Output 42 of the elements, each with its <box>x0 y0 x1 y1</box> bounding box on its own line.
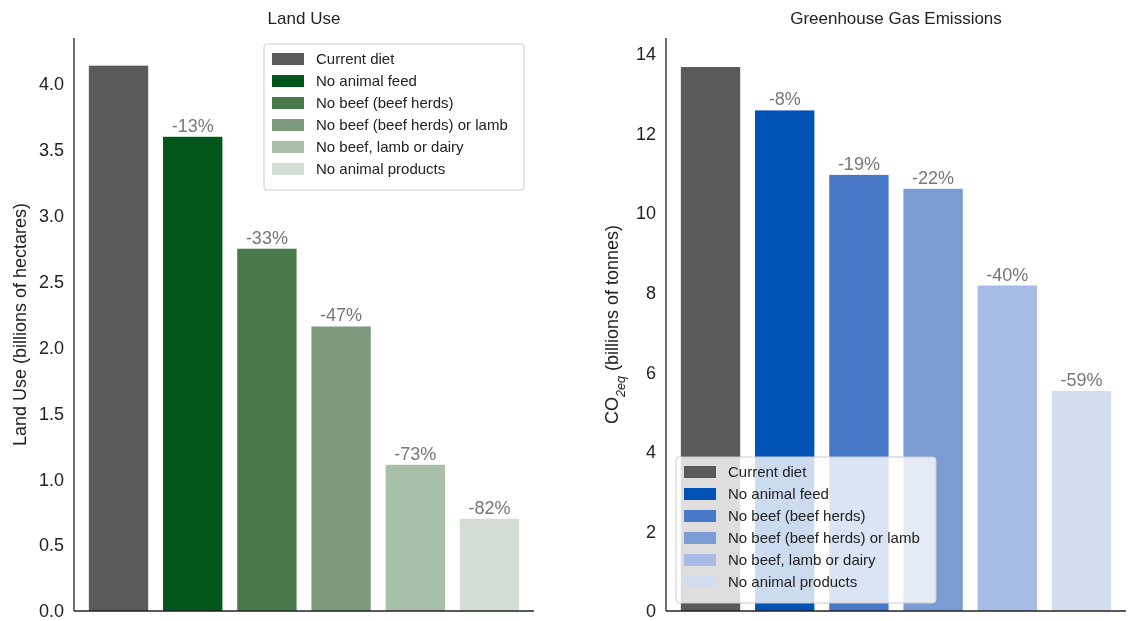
legend-label: No animal products <box>728 573 858 590</box>
legend-label: No beef (beef herds) <box>316 94 454 111</box>
legend-label: No beef, lamb or dairy <box>728 551 877 568</box>
y-tick-label: 4 <box>645 442 656 463</box>
y-tick-label: 2.0 <box>38 337 64 358</box>
legend-label: No beef (beef herds) or lamb <box>728 529 920 546</box>
annotation: -59% <box>1060 369 1103 390</box>
y-tick-label: 1.0 <box>38 469 64 490</box>
legend-label: No beef (beef herds) or lamb <box>316 116 508 133</box>
annotation: -19% <box>837 153 880 174</box>
annotation: -47% <box>320 305 363 326</box>
y-tick-label: 12 <box>635 123 656 144</box>
annotation: -40% <box>986 264 1029 285</box>
legend-label: Current diet <box>316 50 396 67</box>
y-tick-label: 14 <box>635 44 656 65</box>
annotation: -8% <box>768 89 801 110</box>
y-tick-label: 10 <box>635 203 656 224</box>
y-tick-label: 1.5 <box>38 403 64 424</box>
y-tick-label: 2.5 <box>38 271 64 292</box>
legend-label: No beef (beef herds) <box>728 507 866 524</box>
legend-label: No animal feed <box>316 72 417 89</box>
y-tick-label: 8 <box>645 282 656 303</box>
annotation: -73% <box>394 443 437 464</box>
annotation: -22% <box>912 167 955 188</box>
y-tick-label: 0 <box>645 601 656 621</box>
chart-title: Greenhouse Gas Emissions <box>790 9 1002 28</box>
legend-label: No animal feed <box>728 485 829 502</box>
y-tick-label: 2 <box>645 521 656 542</box>
legend-label: No beef, lamb or dairy <box>316 138 465 155</box>
y-tick-label: 0.5 <box>38 535 64 556</box>
y-tick-label: 0.0 <box>38 601 64 621</box>
legend-label: No animal products <box>316 160 446 177</box>
annotation: -13% <box>171 115 214 136</box>
chart-title: Land Use <box>267 9 341 28</box>
y-tick-label: 3.0 <box>38 206 64 227</box>
annotation: -33% <box>245 227 288 248</box>
y-tick-label: 3.5 <box>38 140 64 161</box>
legend-label: Current diet <box>728 463 808 480</box>
y-tick-label: 4.0 <box>38 74 64 95</box>
y-tick-label: 6 <box>645 362 656 383</box>
annotation: -82% <box>468 497 511 518</box>
y-axis-title: Land Use (billions of hectares) <box>10 202 30 447</box>
